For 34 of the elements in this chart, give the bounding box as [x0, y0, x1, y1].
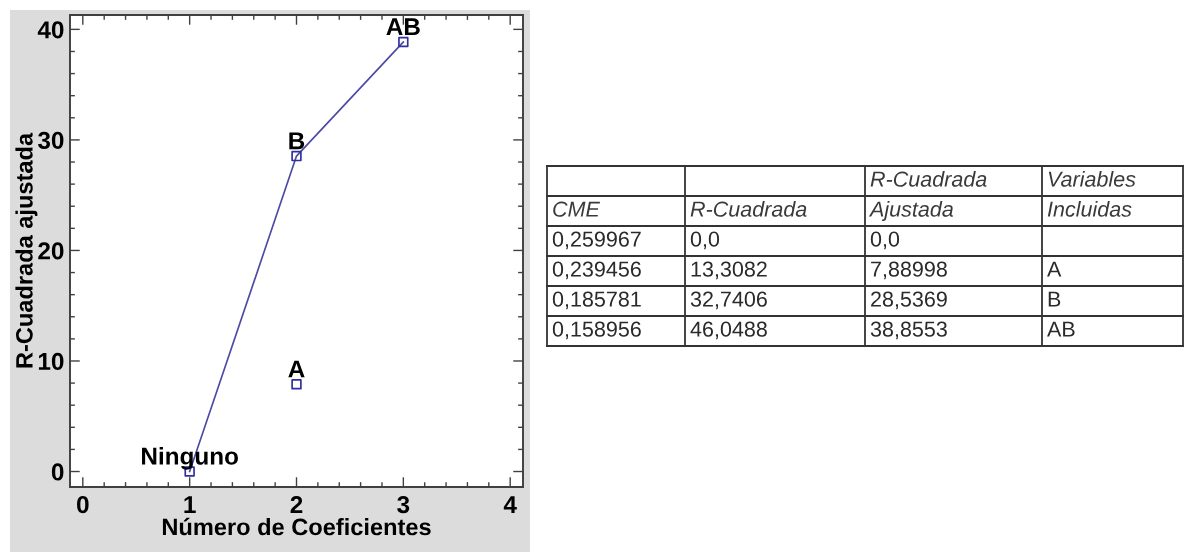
text: 7,88998 — [871, 261, 947, 280]
annotation: A — [288, 360, 305, 378]
y-tick-label: 40 — [37, 21, 64, 39]
text: 46,0488 — [690, 321, 767, 340]
y-tick-label: 10 — [38, 352, 64, 371]
text: 0,259967 — [552, 231, 641, 250]
text: 13,3082 — [691, 261, 767, 280]
text: 38,8553 — [870, 321, 947, 340]
y-tick-label: 0 — [51, 463, 64, 481]
x-tick-label: 3 — [397, 495, 410, 514]
y-tick-label: 30 — [37, 131, 64, 149]
category-label: R-Cuadrada — [690, 200, 807, 217]
annotation: AB — [386, 18, 420, 36]
annotation: B — [289, 132, 305, 150]
x-tick-label: 1 — [184, 496, 196, 513]
text: 0,0 — [690, 231, 720, 250]
category-label: CME — [553, 201, 601, 217]
text: AB — [1047, 321, 1075, 337]
category-label: R-Cuadrada Ajustada — [868, 170, 987, 222]
text: 32,7406 — [690, 291, 767, 310]
y-axis-title: R-Cuadrada ajustada — [15, 132, 38, 368]
x-tick-label: 0 — [77, 495, 89, 514]
x-tick-label: 2 — [290, 495, 303, 513]
text: 0,158956 — [552, 321, 641, 340]
text: 0,0 — [870, 231, 900, 250]
text: 0,185781 — [552, 291, 641, 310]
text: 0,239456 — [552, 261, 641, 280]
y-tick-label: 20 — [38, 242, 64, 260]
x-tick-label: 4 — [503, 496, 517, 513]
text: A — [1047, 261, 1062, 277]
text: B — [1048, 291, 1061, 307]
text: 28,5369 — [871, 291, 947, 310]
x-axis-title: Número de Coeficientes — [162, 517, 431, 536]
category-label: Variables Incluidas — [1047, 170, 1136, 217]
